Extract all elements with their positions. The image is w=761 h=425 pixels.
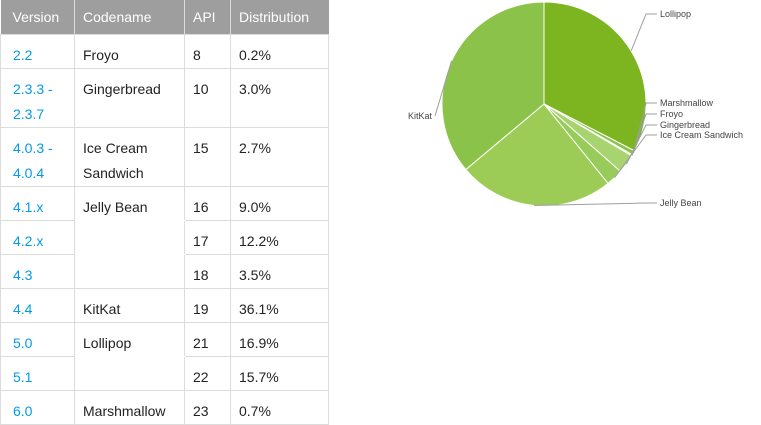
version-link[interactable]: 2.2 xyxy=(0,34,75,69)
distribution-cell: 0.7% xyxy=(230,390,329,425)
version-link[interactable]: 5.1 xyxy=(0,356,75,391)
leader-line-froyo xyxy=(631,113,657,156)
distribution-cell: 9.0% xyxy=(230,186,329,221)
distribution-cell: 3.0% xyxy=(230,68,329,128)
leader-line-marshmallow xyxy=(633,102,657,153)
table-row: 4.2.x 17 12.2% xyxy=(0,220,329,255)
pie-label-kitkat: KitKat xyxy=(408,111,433,121)
leader-line-kitkat xyxy=(434,60,453,117)
version-link[interactable]: 4.2.x xyxy=(0,220,75,255)
version-link[interactable]: 2.3.3 - 2.3.7 xyxy=(0,68,75,128)
version-link[interactable]: 5.0 xyxy=(0,322,75,357)
pie-label-marshmallow: Marshmallow xyxy=(660,98,714,108)
table-row: 6.0 Marshmallow 23 0.7% xyxy=(0,390,329,425)
api-cell: 16 xyxy=(184,186,231,221)
distribution-table: Version Codename API Distribution 2.2 Fr… xyxy=(0,0,329,425)
distribution-cell: 16.9% xyxy=(230,322,329,357)
version-link[interactable]: 4.4 xyxy=(0,288,75,323)
version-link[interactable]: 4.0.3 - 4.0.4 xyxy=(0,127,75,187)
codename-cell: Marshmallow xyxy=(74,390,185,425)
table-row: 4.0.3 - 4.0.4 Ice Cream Sandwich 15 2.7% xyxy=(0,127,329,187)
codename-cell xyxy=(74,356,185,391)
api-cell: 8 xyxy=(184,34,231,69)
leader-line-gingerbread xyxy=(626,124,657,165)
pie-label-lollipop: Lollipop xyxy=(660,9,691,19)
pie-label-gingerbread: Gingerbread xyxy=(660,120,710,130)
codename-cell: KitKat xyxy=(74,288,185,323)
api-cell: 17 xyxy=(184,220,231,255)
api-cell: 18 xyxy=(184,254,231,289)
version-link[interactable]: 6.0 xyxy=(0,390,75,425)
leader-line-ice-cream-sandwich xyxy=(614,134,657,178)
api-cell: 15 xyxy=(184,127,231,187)
codename-cell: Froyo xyxy=(74,34,185,69)
table-row: 5.1 22 15.7% xyxy=(0,356,329,391)
version-link[interactable]: 4.1.x xyxy=(0,186,75,221)
api-cell: 22 xyxy=(184,356,231,391)
distribution-cell: 36.1% xyxy=(230,288,329,323)
codename-cell: Lollipop xyxy=(74,322,185,357)
codename-cell: Gingerbread xyxy=(74,68,185,128)
api-cell: 21 xyxy=(184,322,231,357)
distribution-cell: 15.7% xyxy=(230,356,329,391)
table-row: 2.2 Froyo 8 0.2% xyxy=(0,34,329,69)
header-version: Version xyxy=(0,0,75,35)
table-row: 5.0 Lollipop 21 16.9% xyxy=(0,322,329,357)
header-api: API xyxy=(184,0,231,35)
api-cell: 23 xyxy=(184,390,231,425)
leader-line-jelly-bean xyxy=(534,202,657,207)
distribution-cell: 0.2% xyxy=(230,34,329,69)
pie-label-ice-cream-sandwich: Ice Cream Sandwich xyxy=(660,130,743,140)
distribution-cell: 2.7% xyxy=(230,127,329,187)
pie-slice-lollipop xyxy=(543,1,647,152)
version-link[interactable]: 4.3 xyxy=(0,254,75,289)
api-cell: 10 xyxy=(184,68,231,128)
codename-cell: Ice Cream Sandwich xyxy=(74,127,185,187)
pie-leader-lines xyxy=(434,13,657,207)
distribution-cell: 12.2% xyxy=(230,220,329,255)
api-cell: 19 xyxy=(184,288,231,323)
pie-slices xyxy=(441,1,647,207)
leader-line-lollipop xyxy=(630,13,657,52)
table-row: 4.1.x Jelly Bean 16 9.0% xyxy=(0,186,329,221)
table-header-row: Version Codename API Distribution xyxy=(0,0,329,35)
table-row: 4.3 18 3.5% xyxy=(0,254,329,289)
table-row: 2.3.3 - 2.3.7 Gingerbread 10 3.0% xyxy=(0,68,329,128)
codename-cell xyxy=(74,220,185,255)
distribution-cell: 3.5% xyxy=(230,254,329,289)
pie-label-froyo: Froyo xyxy=(660,109,683,119)
table-row: 4.4 KitKat 19 36.1% xyxy=(0,288,329,323)
codename-cell: Jelly Bean xyxy=(74,186,185,221)
header-distribution: Distribution xyxy=(230,0,329,35)
pie-label-jelly-bean: Jelly Bean xyxy=(660,198,702,208)
codename-cell xyxy=(74,254,185,289)
header-codename: Codename xyxy=(74,0,185,35)
